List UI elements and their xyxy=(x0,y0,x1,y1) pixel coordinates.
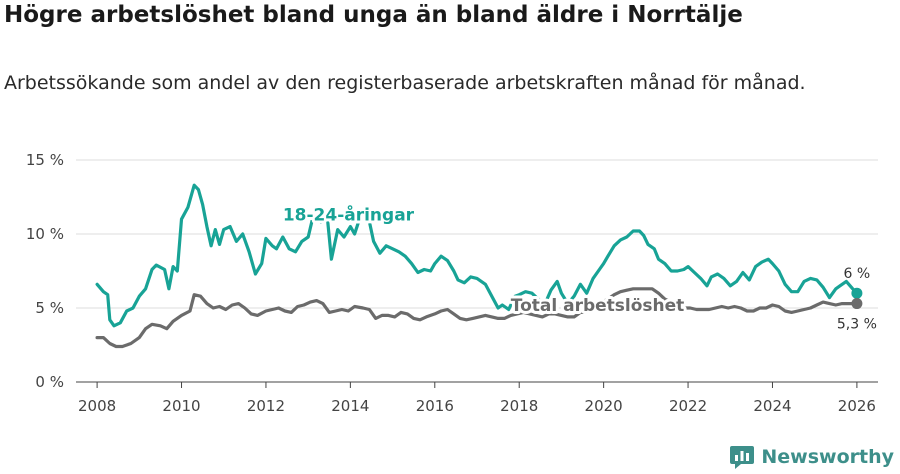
series-labels: 6 % 5,3 % 18-24-åringar Total arbetslöshet xyxy=(280,201,877,333)
end-label-total: 5,3 % xyxy=(837,317,877,333)
y-tick-label: 10 % xyxy=(26,225,64,243)
series-line-total xyxy=(95,287,859,349)
x-tick-label: 2026 xyxy=(838,397,876,415)
series-endpoint-youth xyxy=(851,287,863,299)
x-tick-label: 2010 xyxy=(162,397,200,415)
series xyxy=(95,183,863,349)
y-tick-label: 0 % xyxy=(35,373,64,391)
x-tick-label: 2014 xyxy=(331,397,369,415)
series-endpoint-total xyxy=(851,298,863,310)
brand[interactable]: Newsworthy xyxy=(729,444,894,470)
end-label-youth: 6 % xyxy=(844,266,871,282)
chart-subtitle: Arbetssökande som andel av den registerb… xyxy=(4,72,806,94)
series-line-youth xyxy=(95,183,859,328)
x-tick-label: 2020 xyxy=(585,397,623,415)
grid-lines xyxy=(76,159,878,383)
brand-name: Newsworthy xyxy=(761,446,894,468)
axes: 0 % 5 % 10 % 15 % 2008 2010 2012 2014 2016 2018 20… xyxy=(26,151,876,415)
x-tick-label: 2012 xyxy=(247,397,285,415)
series-label-youth: 18-24-åringar xyxy=(283,204,415,226)
x-tick-label: 2024 xyxy=(753,397,791,415)
x-tick-label: 2022 xyxy=(669,397,707,415)
y-tick-label: 5 % xyxy=(35,299,64,317)
y-tick-label: 15 % xyxy=(26,151,64,169)
x-tick-label: 2018 xyxy=(500,397,538,415)
x-tick-label: 2016 xyxy=(416,397,454,415)
newsworthy-logo-icon xyxy=(730,446,755,469)
chart-title: Högre arbetslöshet bland unga än bland ä… xyxy=(4,2,743,28)
series-label-total: Total arbetslöshet xyxy=(511,296,685,316)
x-tick-label: 2008 xyxy=(78,397,116,415)
